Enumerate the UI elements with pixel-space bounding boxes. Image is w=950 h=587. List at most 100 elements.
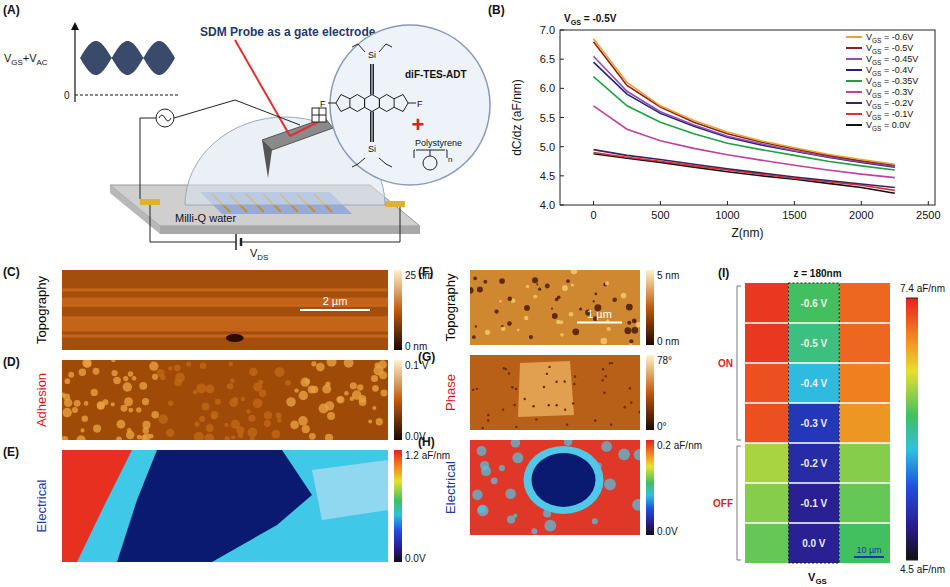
- texture: [512, 452, 523, 463]
- row-separator: [745, 482, 890, 484]
- texture: [97, 401, 105, 409]
- text-part: -0.3 V: [801, 418, 828, 429]
- text-part: (G): [418, 350, 435, 364]
- bond: [373, 112, 374, 143]
- legend-label: VGS = -0.35V: [866, 76, 918, 88]
- texture: [612, 297, 617, 302]
- y-tick: [560, 59, 564, 60]
- row-title: Adhesion: [34, 373, 49, 427]
- texture: [194, 422, 199, 427]
- texture: [241, 397, 246, 402]
- text-part: AC: [37, 58, 48, 67]
- detector: [312, 115, 326, 116]
- texture: [517, 329, 519, 331]
- texture: [116, 420, 125, 429]
- bracket: [414, 150, 447, 158]
- texture: [299, 391, 308, 400]
- text-part: Adhesion: [34, 373, 49, 427]
- wire: [174, 100, 300, 125]
- row-label: -0.5 V: [801, 338, 828, 349]
- heat-cell: [789, 523, 840, 563]
- text-part: (E): [3, 445, 19, 459]
- baseline: [75, 95, 178, 96]
- ring: [336, 95, 350, 112]
- text-part: = -0.45V: [881, 54, 918, 64]
- texture: [607, 327, 611, 331]
- texture: [505, 368, 507, 370]
- row-title: Electrical: [443, 461, 458, 514]
- texture: [63, 394, 70, 401]
- texture: [602, 368, 604, 370]
- scale-bar-label: 2 µm: [323, 295, 348, 307]
- texture: [202, 403, 210, 411]
- texture: [62, 313, 388, 316]
- text-part: diF-TES-ADT: [405, 69, 467, 80]
- texture: [569, 312, 573, 316]
- texture: [352, 390, 362, 400]
- texture: [481, 466, 491, 476]
- texture: [62, 288, 388, 291]
- text-part: 4.5 aF/nm: [900, 564, 945, 575]
- text-part: -0.1 V: [801, 498, 828, 509]
- heat-cell: [839, 283, 890, 323]
- texture: [482, 427, 484, 429]
- text-label: 0: [64, 90, 70, 101]
- heat-cell: [839, 523, 890, 563]
- texture: [301, 378, 310, 387]
- texture: [551, 307, 553, 309]
- colorbar: [394, 270, 402, 350]
- series-line: [594, 42, 895, 166]
- y-tick-label: 5.5: [540, 112, 555, 124]
- text-part: Electrical: [443, 461, 458, 514]
- texture: [149, 362, 158, 371]
- texture: [636, 322, 640, 327]
- colorbar-label: 0.0V: [405, 553, 426, 564]
- texture: [629, 343, 632, 345]
- texture: [524, 305, 530, 311]
- texture: [594, 419, 596, 421]
- texture: [276, 413, 282, 419]
- texture: [477, 446, 487, 456]
- panel-letter: (E): [3, 445, 19, 459]
- texture: [253, 399, 263, 409]
- texture: [160, 375, 165, 380]
- texture: [123, 376, 128, 381]
- texture: [629, 387, 631, 389]
- texture: [601, 441, 612, 452]
- bond: [328, 103, 336, 104]
- ac-symbol: [159, 115, 171, 121]
- texture: [309, 433, 316, 440]
- panel-title: z = 180nm: [793, 268, 841, 279]
- texture: [375, 363, 381, 369]
- legend-swatch: [846, 58, 862, 60]
- annotation: VGS = -0.5V: [564, 13, 617, 27]
- row-separator: [745, 362, 890, 364]
- texture: [499, 300, 501, 302]
- colorbar-label: 0.2 aF/nm: [657, 440, 702, 451]
- texture: [604, 478, 616, 490]
- image-bg: [470, 270, 640, 345]
- texture: [286, 397, 295, 406]
- text-part: 0.0V: [405, 553, 426, 564]
- text-part: -0.6 V: [801, 298, 828, 309]
- ring: [365, 95, 380, 112]
- texture: [76, 435, 85, 440]
- image: [62, 360, 388, 440]
- text-part: 10 µm: [856, 545, 881, 555]
- y-tick: [560, 146, 564, 147]
- x-tick: [660, 201, 661, 205]
- row-label: -0.6 V: [801, 298, 828, 309]
- texture: [487, 419, 489, 421]
- y-axis-title: dC/dz (aF/nm): [510, 79, 524, 156]
- plus: +: [412, 112, 425, 137]
- texture: [62, 307, 388, 310]
- texture: [325, 434, 333, 440]
- texture: [514, 404, 516, 406]
- texture: [571, 283, 574, 286]
- texture: [111, 370, 117, 376]
- texture: [80, 428, 84, 432]
- texture: [566, 279, 570, 283]
- colorbar-tick: [906, 298, 918, 299]
- legend-label: VGS = -0.6V: [866, 32, 913, 44]
- row-title: Topography: [34, 276, 49, 344]
